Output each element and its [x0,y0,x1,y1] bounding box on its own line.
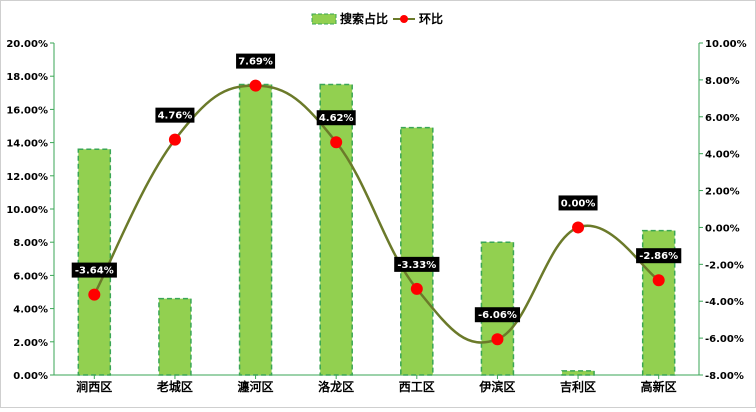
data-label-bg [474,307,521,323]
legend: 搜索占比 环比 [311,11,443,26]
x-tick-label: 涧西区 [76,379,112,394]
bar [238,83,273,376]
x-tick-label: 瀍河区 [238,379,274,394]
data-label-bg [71,262,117,278]
y-right-tick-label: 6.00% [705,113,740,124]
data-label: -3.33% [397,260,436,271]
y-left-tick-label: 18.00% [6,72,48,83]
x-tick-label: 伊滨区 [478,379,515,394]
line-point [410,282,423,295]
y-left-tick-label: 20.00% [6,39,48,50]
y-left-tick-label: 14.00% [6,139,48,150]
y-right-tick-label: -8.00% [705,371,744,382]
bar [77,148,112,376]
y-right-tick-label: -6.00% [705,334,744,345]
data-label: -6.06% [478,310,517,321]
y-right-tick-label: 2.00% [705,187,740,198]
y-left-tick-label: 8.00% [13,238,48,249]
y-left-tick-label: 0.00% [13,371,48,382]
y-left-tick-label: 12.00% [6,172,48,183]
y-right-tick-label: 8.00% [705,76,740,87]
data-label: -3.64% [75,266,114,277]
line-point [330,136,343,149]
data-label: 4.76% [158,111,193,122]
data-labels: -3.64% 4.76% 7.69% 4.62% -3.33% -6.06% 0.00% -2… [71,53,682,323]
axes: 0.00% 2.00% 4.00% 6.00% 8.00% 10.00% 12.00% 14.… [6,39,746,394]
y-right-tick-label: -2.00% [705,260,744,271]
bar [158,297,192,376]
line-point [652,274,665,287]
data-label-bg [236,53,276,69]
line-point [168,133,181,146]
y-left-tick-label: 4.00% [13,305,48,316]
legend-swatch-bar [311,13,337,25]
x-tick-label: 吉利区 [560,379,596,394]
data-label: 4.62% [319,113,354,124]
data-label: 0.00% [561,198,596,209]
y-left-tick-label: 2.00% [13,338,48,349]
legend-swatch-marker [400,15,408,23]
data-label: -2.86% [639,251,678,262]
x-tick-label: 高新区 [641,379,677,394]
line-series [88,79,665,346]
y-left-tick-label: 6.00% [13,271,48,282]
data-label-bg [558,195,598,211]
line-point [249,79,262,92]
y-right-tick-label: 0.00% [705,223,740,234]
bar [400,126,434,376]
y-right-tick-label: -4.00% [705,297,744,308]
legend-label-bar: 搜索占比 [340,11,388,26]
data-label-bg [316,110,356,126]
y-right-tick-label: 10.00% [705,39,747,50]
line-point [88,288,101,301]
x-tick-label: 西工区 [399,380,435,394]
bar [319,83,353,376]
y-left-tick-label: 10.00% [6,205,48,216]
bar [561,370,595,376]
line-point [572,221,585,234]
y-left-tick-label: 16.00% [6,105,48,116]
data-label-bg [636,248,682,264]
bar-series [77,83,676,376]
data-label-bg [155,107,195,123]
line-point [491,333,504,346]
x-tick-label: 老城区 [157,379,193,394]
data-label-bg [394,256,440,272]
x-tick-label: 洛龙区 [318,379,354,394]
legend-label-line: 环比 [419,11,443,26]
data-label: 7.69% [238,57,273,68]
y-right-tick-label: 4.00% [705,150,740,161]
